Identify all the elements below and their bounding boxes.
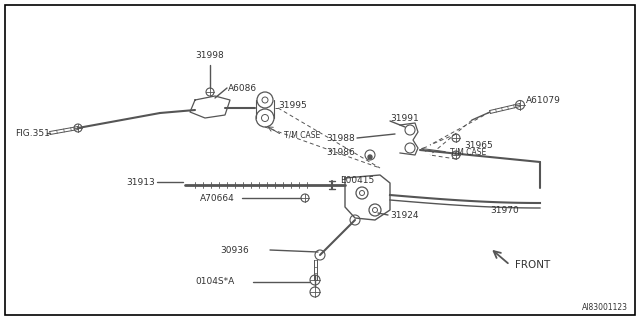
Text: 30936: 30936: [220, 245, 249, 254]
Text: 31988: 31988: [326, 133, 355, 142]
Text: E00415: E00415: [340, 175, 374, 185]
Text: 31986: 31986: [326, 148, 355, 156]
Text: 31991: 31991: [390, 114, 419, 123]
Text: 31924: 31924: [390, 211, 419, 220]
Text: FRONT: FRONT: [515, 260, 550, 270]
Text: 31913: 31913: [126, 178, 155, 187]
Text: T/M CASE: T/M CASE: [450, 148, 486, 156]
Text: 31998: 31998: [196, 51, 225, 60]
Text: 31965: 31965: [464, 140, 493, 149]
Text: A70664: A70664: [200, 194, 235, 203]
Text: T/M CASE: T/M CASE: [284, 131, 320, 140]
Text: AI83001123: AI83001123: [582, 303, 628, 312]
Text: FIG.351: FIG.351: [15, 129, 50, 138]
Circle shape: [368, 155, 372, 159]
Text: 31970: 31970: [490, 205, 519, 214]
Text: 0104S*A: 0104S*A: [195, 277, 234, 286]
Text: 31995: 31995: [278, 100, 307, 109]
Text: A61079: A61079: [526, 95, 561, 105]
Text: A6086: A6086: [228, 84, 257, 92]
